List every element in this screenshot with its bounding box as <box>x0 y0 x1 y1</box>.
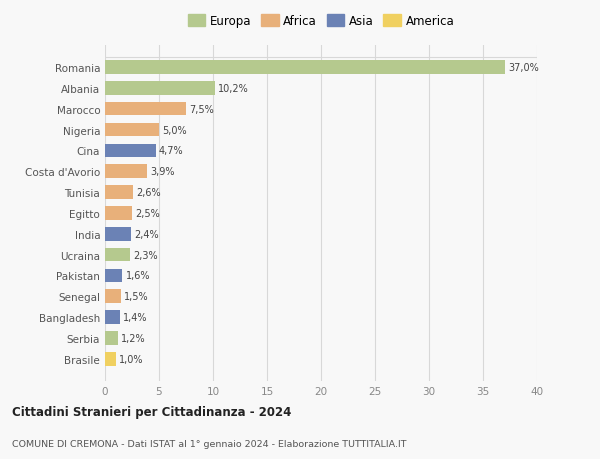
Text: 1,6%: 1,6% <box>125 271 150 281</box>
Text: 1,2%: 1,2% <box>121 333 146 343</box>
Bar <box>105 123 159 137</box>
Text: 3,9%: 3,9% <box>151 167 175 177</box>
Bar <box>105 144 156 158</box>
Bar <box>105 331 118 345</box>
Text: 5,0%: 5,0% <box>162 125 187 135</box>
Bar <box>105 228 131 241</box>
Text: 1,5%: 1,5% <box>124 291 149 302</box>
Bar <box>105 352 116 366</box>
Text: 37,0%: 37,0% <box>508 63 539 73</box>
Bar <box>105 290 121 303</box>
Text: 2,4%: 2,4% <box>134 229 159 239</box>
Bar <box>105 248 130 262</box>
Text: COMUNE DI CREMONA - Dati ISTAT al 1° gennaio 2024 - Elaborazione TUTTITALIA.IT: COMUNE DI CREMONA - Dati ISTAT al 1° gen… <box>12 439 407 448</box>
Bar <box>105 82 215 95</box>
Legend: Europa, Africa, Asia, America: Europa, Africa, Asia, America <box>185 12 457 30</box>
Text: 10,2%: 10,2% <box>218 84 249 94</box>
Text: 2,3%: 2,3% <box>133 250 158 260</box>
Text: 1,0%: 1,0% <box>119 354 143 364</box>
Bar <box>105 186 133 199</box>
Bar <box>105 61 505 75</box>
Text: 2,6%: 2,6% <box>136 188 161 198</box>
Text: 7,5%: 7,5% <box>189 105 214 114</box>
Text: 4,7%: 4,7% <box>159 146 184 156</box>
Text: 1,4%: 1,4% <box>124 313 148 322</box>
Bar <box>105 311 120 324</box>
Bar <box>105 207 132 220</box>
Bar <box>105 165 147 179</box>
Bar <box>105 103 186 116</box>
Text: 2,5%: 2,5% <box>135 208 160 218</box>
Text: Cittadini Stranieri per Cittadinanza - 2024: Cittadini Stranieri per Cittadinanza - 2… <box>12 405 292 419</box>
Bar <box>105 269 122 283</box>
